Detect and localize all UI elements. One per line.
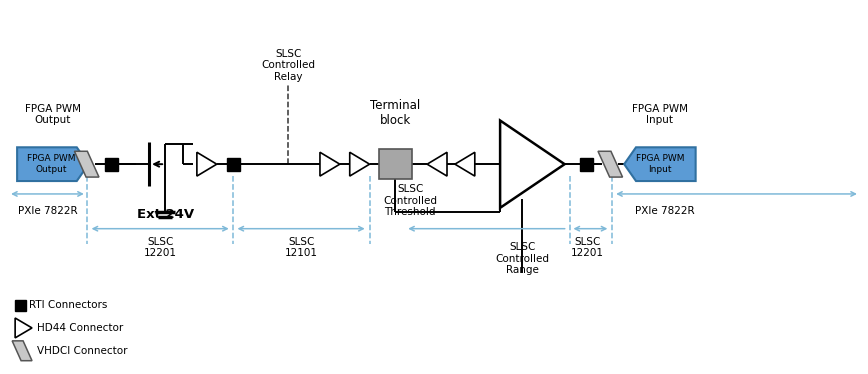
Polygon shape bbox=[12, 341, 32, 361]
Polygon shape bbox=[350, 152, 370, 176]
Polygon shape bbox=[598, 151, 622, 177]
Text: SLSC
12201: SLSC 12201 bbox=[143, 237, 177, 258]
Text: SLSC
Controlled
Relay: SLSC Controlled Relay bbox=[261, 49, 315, 82]
Text: Ext 24V: Ext 24V bbox=[136, 208, 194, 221]
Bar bbox=[227, 158, 240, 171]
Text: PXIe 7822R: PXIe 7822R bbox=[18, 206, 78, 216]
Text: SLSC
Controlled
Threshold: SLSC Controlled Threshold bbox=[384, 184, 437, 217]
Polygon shape bbox=[320, 152, 339, 176]
Polygon shape bbox=[500, 120, 564, 208]
Polygon shape bbox=[17, 147, 89, 181]
Text: PXIe 7822R: PXIe 7822R bbox=[635, 206, 694, 216]
Text: SLSC
Controlled
Range: SLSC Controlled Range bbox=[496, 242, 549, 275]
Polygon shape bbox=[455, 152, 475, 176]
Text: FPGA PWM
Input: FPGA PWM Input bbox=[632, 104, 688, 125]
Polygon shape bbox=[197, 152, 217, 176]
Text: VHDCI Connector: VHDCI Connector bbox=[37, 346, 128, 356]
Text: FPGA PWM
Output: FPGA PWM Output bbox=[27, 154, 76, 174]
Polygon shape bbox=[15, 318, 32, 338]
Text: SLSC
12201: SLSC 12201 bbox=[571, 237, 604, 258]
Text: Terminal
block: Terminal block bbox=[371, 99, 420, 128]
Bar bbox=[580, 158, 593, 171]
Polygon shape bbox=[75, 151, 99, 177]
Polygon shape bbox=[427, 152, 447, 176]
Text: FPGA PWM
Input: FPGA PWM Input bbox=[635, 154, 684, 174]
Bar bbox=[15, 300, 25, 310]
Text: SLSC
12101: SLSC 12101 bbox=[285, 237, 318, 258]
Text: FPGA PWM
Output: FPGA PWM Output bbox=[25, 104, 81, 125]
Text: HD44 Connector: HD44 Connector bbox=[37, 323, 123, 333]
Bar bbox=[378, 149, 412, 179]
Bar bbox=[105, 158, 118, 171]
Polygon shape bbox=[624, 147, 695, 181]
Text: RTI Connectors: RTI Connectors bbox=[29, 300, 108, 310]
